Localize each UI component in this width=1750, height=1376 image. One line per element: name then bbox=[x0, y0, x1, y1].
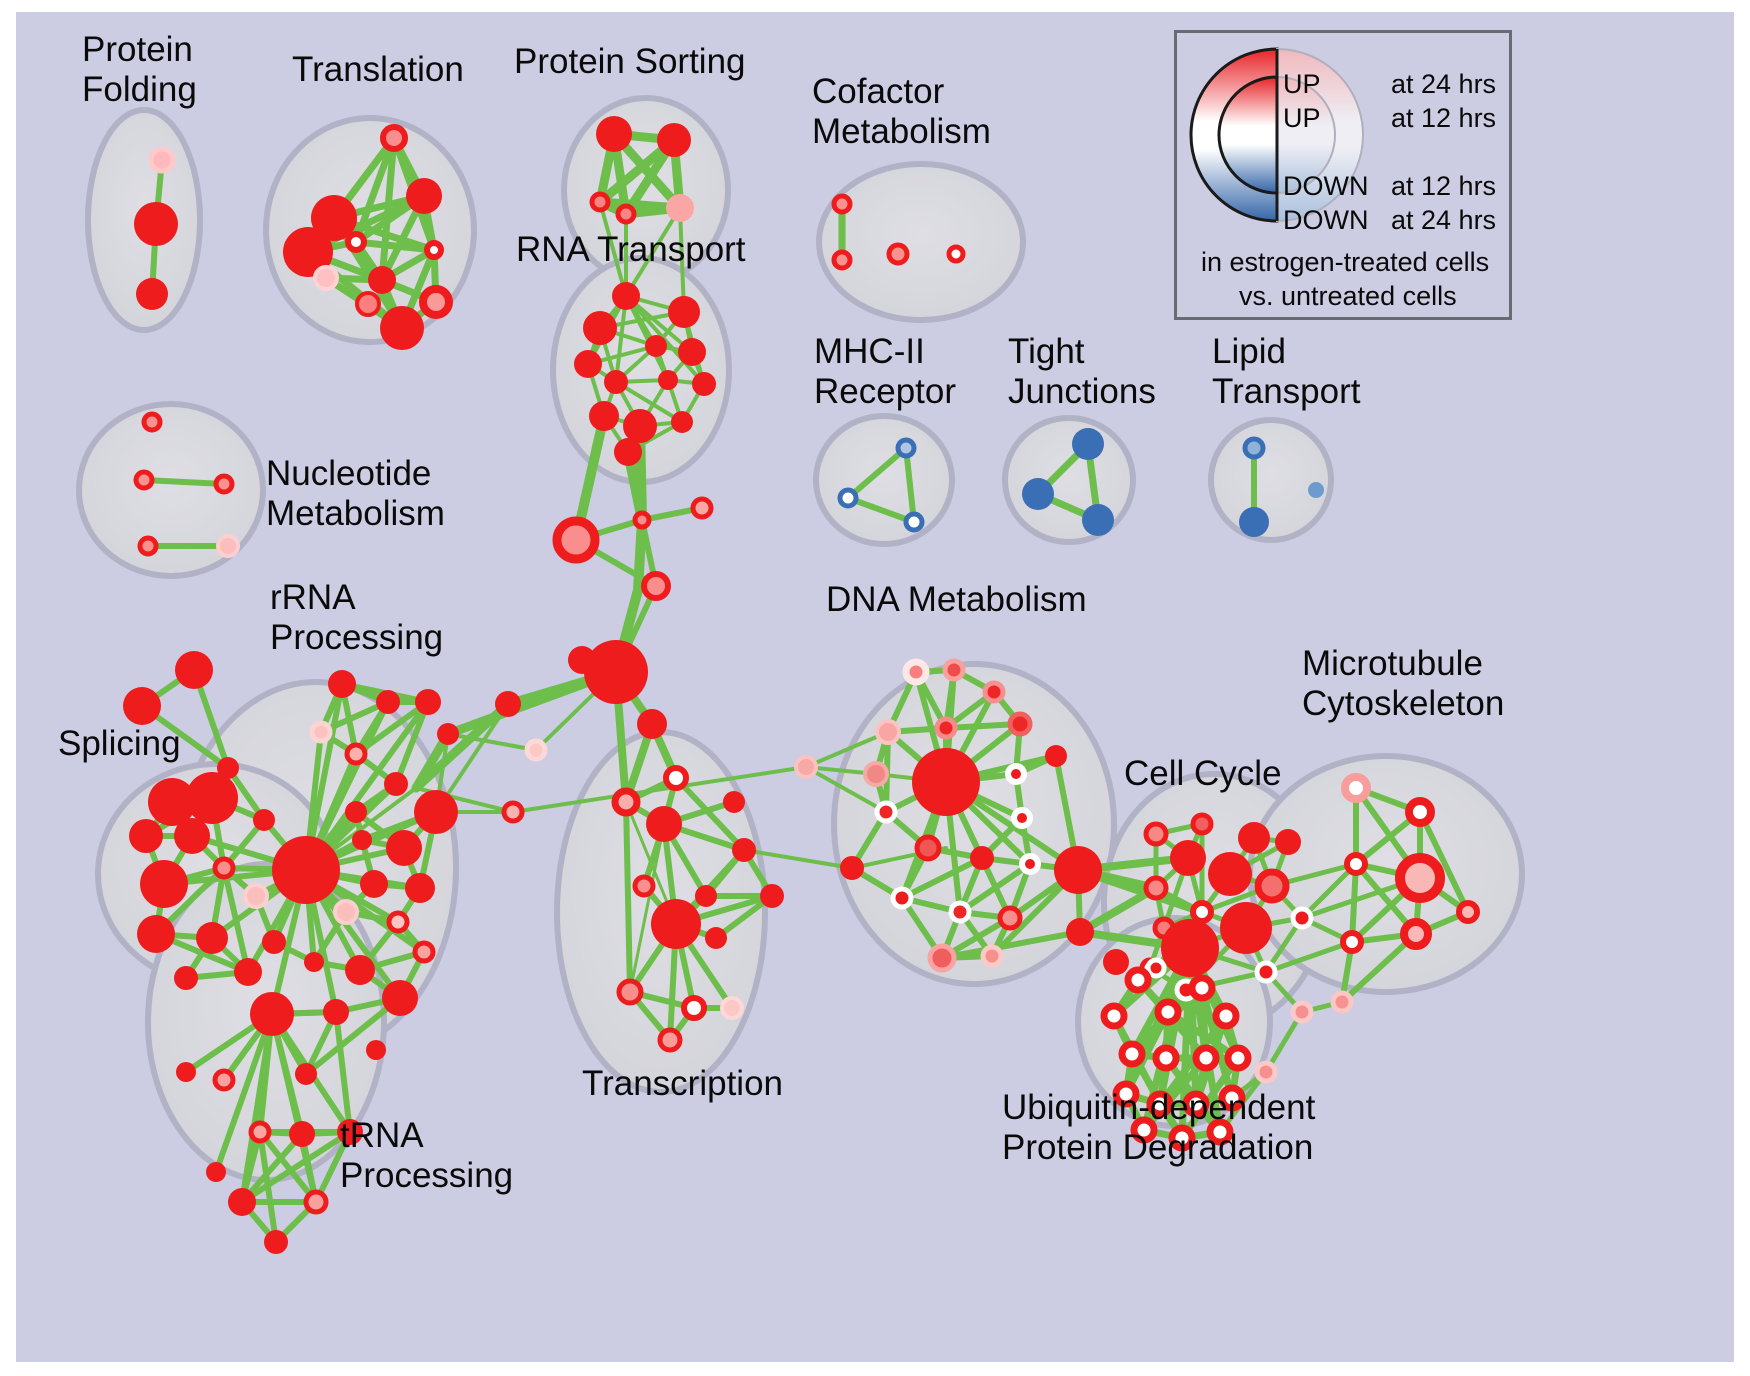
node-layer bbox=[123, 116, 1480, 1254]
node-group-trna-processing bbox=[176, 992, 363, 1254]
legend-caption-line2: vs. untreated cells bbox=[1239, 281, 1457, 311]
cluster-label-trna-processing: tRNA Processing bbox=[340, 1116, 514, 1195]
cluster-label-microtubule-cytoskeleton: Microtubule Cytoskeleton bbox=[1302, 644, 1505, 723]
legend-state-down-24: DOWN bbox=[1283, 205, 1369, 235]
node-group-tight-junctions bbox=[1022, 428, 1114, 536]
node-group-nucleotide-metabolism bbox=[133, 411, 240, 558]
cluster-hull-microtubule-cytoskeleton bbox=[1247, 753, 1525, 995]
network-canvas: Protein Folding Translation Protein Sort… bbox=[16, 12, 1734, 1362]
cluster-hull-nucleotide-metabolism bbox=[76, 401, 266, 579]
cluster-hull-mhc-ii-receptor bbox=[813, 413, 955, 547]
cluster-label-nucleotide-metabolism: Nucleotide Metabolism bbox=[266, 454, 445, 533]
cluster-hull-lipid-transport bbox=[1208, 417, 1334, 543]
node-group-ubiquitin-degradation bbox=[1100, 966, 1252, 1152]
node-group-lipid-transport bbox=[1239, 436, 1324, 537]
cluster-label-rrna-processing: rRNA Processing bbox=[270, 578, 444, 657]
cluster-label-transcription: Transcription bbox=[582, 1064, 783, 1103]
cluster-label-protein-sorting: Protein Sorting bbox=[514, 42, 746, 81]
node-group-dna-metabolism bbox=[794, 658, 1102, 973]
node-group-transcription bbox=[437, 640, 784, 1053]
node-group-rrna-processing bbox=[262, 670, 458, 1060]
cluster-label-lipid-transport: Lipid Transport bbox=[1212, 332, 1361, 411]
network-graph bbox=[76, 95, 1525, 1254]
cluster-label-ubiquitin-degradation: Ubiquitin-dependent Protein Degradation bbox=[1002, 1088, 1316, 1167]
legend-panel: UP at 24 hrs UP at 12 hrs DOWN at 12 hrs… bbox=[1174, 30, 1512, 320]
cluster-label-splicing: Splicing bbox=[58, 724, 181, 763]
node-group-protein-sorting bbox=[589, 116, 694, 225]
legend-time-down-24: at 24 hrs bbox=[1391, 205, 1497, 235]
cluster-label-rna-transport: RNA Transport bbox=[516, 230, 746, 269]
legend-state-down-12: DOWN bbox=[1283, 171, 1369, 201]
cluster-label-cell-cycle: Cell Cycle bbox=[1124, 754, 1282, 793]
cluster-label-cofactor-metabolism: Cofactor Metabolism bbox=[812, 72, 991, 151]
node-group-microtubule-cytoskeleton bbox=[1330, 773, 1480, 1014]
legend-time-down-12: at 12 hrs bbox=[1391, 171, 1497, 201]
legend-state-up-24: UP bbox=[1283, 69, 1321, 99]
cluster-label-protein-folding: Protein Folding bbox=[82, 30, 197, 109]
node-group-translation bbox=[283, 124, 453, 350]
cluster-label-dna-metabolism: DNA Metabolism bbox=[826, 580, 1087, 619]
legend-state-up-12: UP bbox=[1283, 103, 1321, 133]
cluster-hull-cofactor-metabolism bbox=[816, 161, 1026, 323]
node-group-mhc-ii-receptor bbox=[837, 437, 925, 533]
cluster-label-mhc-ii-receptor: MHC-II Receptor bbox=[814, 332, 957, 411]
node-group-cell-cycle bbox=[1103, 812, 1314, 1084]
legend-time-up-12: at 12 hrs bbox=[1391, 103, 1497, 133]
cluster-label-tight-junctions: Tight Junctions bbox=[1008, 332, 1156, 411]
node-group-splicing bbox=[123, 651, 275, 990]
node-group-protein-folding bbox=[134, 146, 178, 310]
cluster-hull-tight-junctions bbox=[1002, 415, 1136, 545]
legend-time-up-24: at 24 hrs bbox=[1391, 69, 1497, 99]
node-group-rna-transport bbox=[552, 282, 716, 601]
legend-caption-line1: in estrogen-treated cells bbox=[1201, 247, 1490, 277]
node-group-cofactor-metabolism bbox=[831, 193, 966, 271]
cluster-label-translation: Translation bbox=[292, 50, 464, 89]
legend-graphic bbox=[1189, 47, 1364, 223]
